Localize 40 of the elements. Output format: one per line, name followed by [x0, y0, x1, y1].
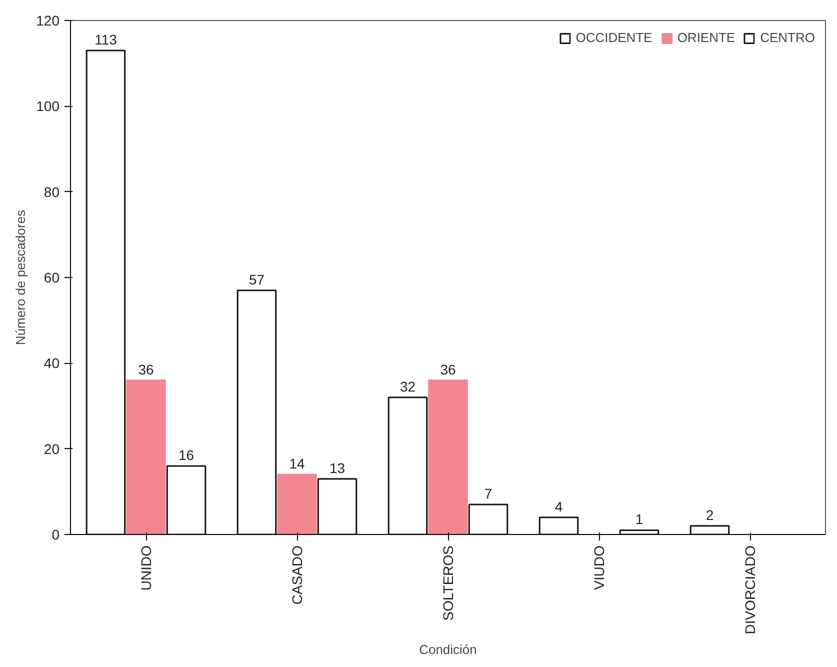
bar [126, 380, 166, 534]
legend-label: OCCIDENTE [576, 30, 652, 45]
x-tick-label: VIUDO [591, 545, 607, 590]
x-tick-label: SOLTEROS [440, 546, 456, 621]
data-label: 57 [248, 271, 265, 288]
legend-label: CENTRO [760, 30, 815, 45]
y-tick-label: 40 [44, 355, 60, 372]
data-label: 113 [94, 31, 118, 48]
x-axis-title: Condición [419, 642, 477, 658]
y-tick-label: 120 [36, 12, 60, 28]
bar [277, 474, 317, 534]
y-tick-label: 100 [36, 98, 60, 114]
y-tick-label: 0 [52, 526, 60, 542]
data-label: 1 [635, 511, 644, 528]
data-label: 4 [554, 498, 563, 514]
y-axis-title: Número de pescadores [13, 209, 28, 346]
bar [690, 525, 730, 534]
y-tick-label: 60 [44, 270, 60, 286]
data-label: 2 [706, 506, 714, 523]
x-tick-label: CASADO [289, 545, 305, 605]
data-label: 14 [289, 456, 305, 472]
bar [317, 478, 358, 534]
x-tick-label: DIVORCIADO [742, 545, 758, 634]
data-label: 13 [329, 460, 346, 476]
x-tick-label: UNIDO [138, 545, 154, 591]
y-tick-label: 20 [44, 440, 60, 457]
data-label: 7 [484, 486, 492, 502]
data-label: 36 [138, 361, 154, 378]
bar [538, 516, 579, 534]
bar [86, 50, 126, 534]
bar [388, 396, 428, 534]
data-label: 36 [440, 361, 456, 378]
bar [166, 465, 206, 534]
data-label: 32 [400, 378, 416, 394]
bar [468, 504, 508, 534]
bar [236, 290, 277, 534]
data-label: 16 [178, 446, 194, 463]
y-tick-label: 80 [44, 184, 60, 200]
bar [428, 380, 468, 534]
legend-label: ORIENTE [677, 30, 736, 45]
